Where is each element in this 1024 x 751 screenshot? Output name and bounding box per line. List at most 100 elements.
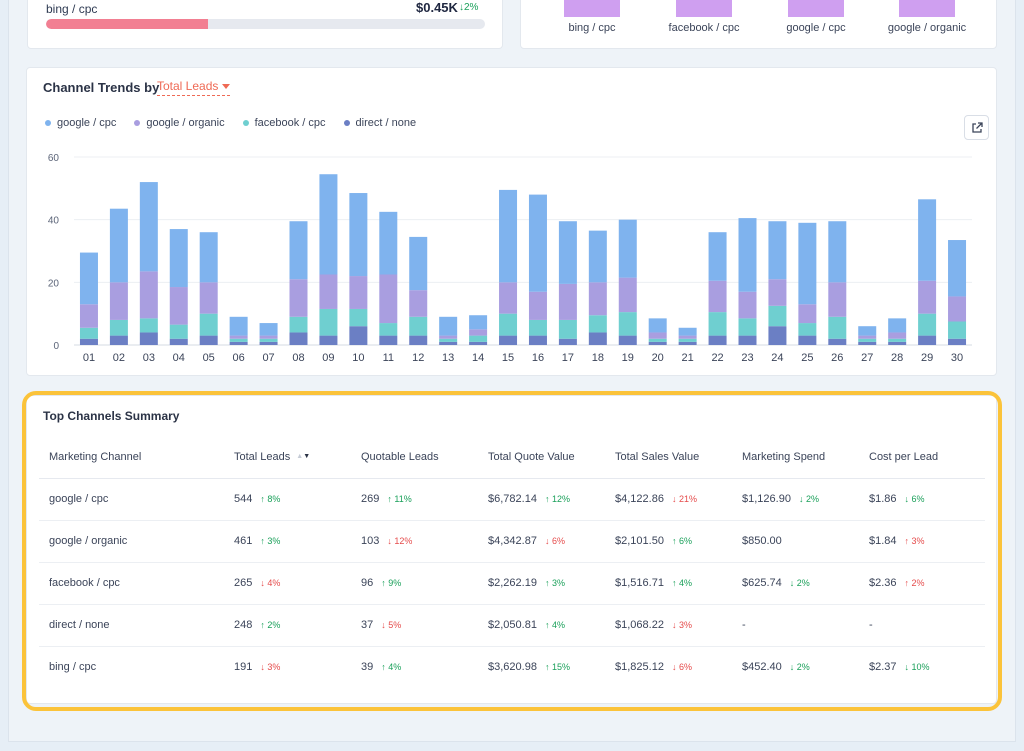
- col-header-total-leads[interactable]: Total Leads ▲▼: [224, 436, 351, 479]
- bar-segment[interactable]: [708, 312, 727, 336]
- bar-segment[interactable]: [708, 335, 727, 345]
- bar-segment[interactable]: [289, 279, 308, 317]
- col-header-sales-value[interactable]: Total Sales Value: [605, 436, 732, 479]
- bar-segment[interactable]: [678, 327, 697, 336]
- table-row[interactable]: bing / cpc 191 ↓ 3% 39 ↑ 4% $3,620.98 ↑ 15% $1,…: [39, 646, 985, 688]
- bar-segment[interactable]: [259, 323, 278, 336]
- bar-segment[interactable]: [738, 291, 757, 319]
- bar-segment[interactable]: [379, 335, 398, 345]
- bar-segment[interactable]: [918, 335, 937, 345]
- bar-segment[interactable]: [858, 338, 877, 342]
- bar-segment[interactable]: [708, 232, 727, 281]
- bar-segment[interactable]: [439, 341, 458, 345]
- bar-segment[interactable]: [948, 321, 967, 339]
- bar-segment[interactable]: [499, 313, 518, 336]
- bar-segment[interactable]: [678, 338, 697, 342]
- bar-segment[interactable]: [708, 280, 727, 313]
- bar-segment[interactable]: [678, 341, 697, 345]
- bar-segment[interactable]: [139, 332, 158, 345]
- bar-segment[interactable]: [948, 240, 967, 297]
- bar-segment[interactable]: [499, 282, 518, 314]
- metric-dropdown[interactable]: Total Leads: [157, 79, 231, 96]
- bar-segment[interactable]: [768, 221, 787, 280]
- bar-segment[interactable]: [918, 199, 937, 281]
- bar-segment[interactable]: [229, 316, 248, 336]
- table-row[interactable]: direct / none 248 ↑ 2% 37 ↓ 5% $2,050.81 ↑ 4% $…: [39, 604, 985, 647]
- bar-segment[interactable]: [349, 326, 368, 345]
- bar-segment[interactable]: [618, 312, 637, 336]
- bar-segment[interactable]: [678, 335, 697, 339]
- bar-segment[interactable]: [558, 221, 577, 284]
- bar-segment[interactable]: [229, 335, 248, 339]
- bar-segment[interactable]: [588, 315, 607, 333]
- bar-segment[interactable]: [379, 274, 398, 324]
- bar-segment[interactable]: [828, 338, 847, 345]
- bar-segment[interactable]: [109, 282, 128, 320]
- bar-segment[interactable]: [349, 308, 368, 327]
- bar-segment[interactable]: [469, 335, 488, 342]
- bar-segment[interactable]: [319, 174, 338, 275]
- bar-segment[interactable]: [139, 271, 158, 319]
- bar-segment[interactable]: [558, 283, 577, 320]
- bar-segment[interactable]: [768, 305, 787, 327]
- bar-segment[interactable]: [79, 327, 98, 339]
- bar-segment[interactable]: [888, 318, 907, 333]
- bar-segment[interactable]: [469, 341, 488, 345]
- col-header-marketing-spend[interactable]: Marketing Spend: [732, 436, 859, 479]
- bar-segment[interactable]: [528, 291, 547, 320]
- bar-segment[interactable]: [439, 335, 458, 339]
- bar-segment[interactable]: [169, 287, 188, 325]
- bar-segment[interactable]: [768, 279, 787, 306]
- bar-segment[interactable]: [349, 276, 368, 309]
- bar-segment[interactable]: [139, 182, 158, 272]
- bar-segment[interactable]: [259, 341, 278, 345]
- bar-segment[interactable]: [858, 341, 877, 345]
- bar-segment[interactable]: [439, 316, 458, 336]
- bar-segment[interactable]: [528, 194, 547, 292]
- bar-segment[interactable]: [439, 338, 458, 342]
- col-header-quotable-leads[interactable]: Quotable Leads: [351, 436, 478, 479]
- bar-segment[interactable]: [259, 338, 278, 342]
- bar-segment[interactable]: [618, 219, 637, 278]
- bar-segment[interactable]: [888, 332, 907, 339]
- bar-segment[interactable]: [289, 316, 308, 333]
- bar-segment[interactable]: [499, 189, 518, 283]
- bar-segment[interactable]: [169, 338, 188, 345]
- open-external-button[interactable]: [964, 115, 989, 140]
- bar-segment[interactable]: [199, 232, 218, 283]
- bar-segment[interactable]: [588, 282, 607, 316]
- bar-segment[interactable]: [798, 304, 817, 324]
- bar-segment[interactable]: [79, 304, 98, 328]
- bar-segment[interactable]: [109, 319, 128, 336]
- bar-segment[interactable]: [948, 296, 967, 322]
- bar-segment[interactable]: [319, 335, 338, 345]
- bar-segment[interactable]: [948, 338, 967, 345]
- legend-item[interactable]: google / cpc: [45, 117, 116, 129]
- bar-segment[interactable]: [229, 338, 248, 342]
- bar-segment[interactable]: [109, 335, 128, 345]
- bar-segment[interactable]: [469, 329, 488, 336]
- col-header-quote-value[interactable]: Total Quote Value: [478, 436, 605, 479]
- bar-segment[interactable]: [409, 290, 428, 317]
- bar-segment[interactable]: [588, 332, 607, 345]
- bar-segment[interactable]: [349, 193, 368, 277]
- bar-segment[interactable]: [618, 277, 637, 313]
- bar-segment[interactable]: [738, 335, 757, 345]
- bar-segment[interactable]: [828, 282, 847, 317]
- bar-segment[interactable]: [319, 274, 338, 309]
- col-header-cost-per-lead[interactable]: Cost per Lead: [859, 436, 985, 479]
- bar-segment[interactable]: [169, 229, 188, 288]
- table-row[interactable]: google / organic 461 ↑ 3% 103 ↓ 12% $4,342.87…: [39, 520, 985, 563]
- bar-segment[interactable]: [918, 280, 937, 314]
- bar-segment[interactable]: [379, 211, 398, 275]
- legend-item[interactable]: google / organic: [134, 117, 225, 129]
- bar-segment[interactable]: [858, 326, 877, 336]
- bar-segment[interactable]: [139, 318, 158, 333]
- col-header-channel[interactable]: Marketing Channel: [39, 436, 224, 479]
- bar-segment[interactable]: [409, 236, 428, 291]
- bar-segment[interactable]: [618, 335, 637, 345]
- bar-segment[interactable]: [199, 282, 218, 314]
- bar-segment[interactable]: [768, 326, 787, 345]
- bar-segment[interactable]: [169, 324, 188, 339]
- bar-segment[interactable]: [79, 252, 98, 305]
